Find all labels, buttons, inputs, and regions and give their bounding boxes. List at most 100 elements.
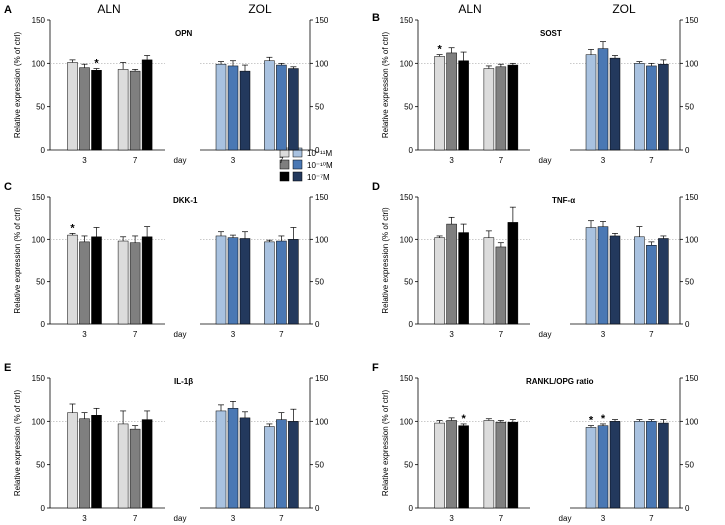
panel-c-aln-xtick-7: 7 bbox=[133, 330, 138, 339]
panel-f-ytick-label-left: 150 bbox=[400, 374, 414, 383]
panel-e-ytick-label-right: 100 bbox=[315, 417, 329, 426]
panel-d-ytick-label-left: 150 bbox=[400, 193, 414, 202]
panel-e-ytick-label-left: 150 bbox=[32, 374, 46, 383]
panel-b-aln-xtick-3: 3 bbox=[449, 156, 454, 165]
panel-b-aln-bar-d3-s3 bbox=[458, 60, 469, 151]
panel-f-zol-xtick-7: 7 bbox=[649, 514, 654, 523]
panel-e-aln-xtick-3: 3 bbox=[82, 514, 87, 523]
panel-d-zol-bar-d7-s3 bbox=[658, 238, 669, 325]
panel-d-aln-bar-d7-s2 bbox=[495, 246, 507, 325]
panel-e-ytick-label-left: 100 bbox=[32, 417, 46, 426]
panel-a-ytick-label-left: 50 bbox=[36, 103, 45, 112]
panel-a-ytick-label-right: 150 bbox=[315, 16, 329, 25]
panel-c-ytick-label-left: 100 bbox=[32, 235, 46, 244]
panel-f-aln-bar-d3-s1 bbox=[434, 422, 445, 509]
panel-c-aln-significance-star: * bbox=[70, 222, 75, 234]
panel-c-zol-bar-d3-s3 bbox=[239, 238, 251, 325]
panel-b-aln-bar-d3-s2 bbox=[446, 52, 457, 151]
panel-c-ytick-label-left: 50 bbox=[36, 278, 45, 287]
panel-b: 0 0 50 50 100 100 150 150 Relative expression (%… bbox=[381, 16, 699, 165]
panel-c-ytick-label-right: 0 bbox=[315, 320, 320, 329]
panel-c-zol-bar-d3-s2 bbox=[227, 237, 239, 325]
panel-e-ytick-label-right: 150 bbox=[315, 374, 329, 383]
panel-c-zol-bar-d7-s1 bbox=[264, 241, 275, 325]
panel-a-ytick-label-left: 150 bbox=[32, 16, 46, 25]
panel-a-zol-bar-d7-s3 bbox=[288, 68, 299, 151]
panel-a-zol-xtick-7: 7 bbox=[279, 156, 284, 165]
panel-d-zol-xtick-7: 7 bbox=[649, 330, 654, 339]
panel-f-aln-bar-d7-s2 bbox=[495, 421, 507, 509]
panel-c-ytick-label-left: 0 bbox=[41, 320, 46, 329]
panel-e-zol-bar-d3-s2 bbox=[227, 408, 239, 509]
panel-a-aln-bar-d7-s3 bbox=[141, 59, 153, 151]
panel-f-xunit-day: day bbox=[559, 514, 572, 523]
panel-e-aln-xtick-7: 7 bbox=[133, 514, 138, 523]
panel-f-zol-significance-star: * bbox=[601, 413, 606, 425]
panel-f-aln-significance-star: * bbox=[461, 413, 466, 425]
panel-c-aln-bar-d7-s3 bbox=[141, 236, 153, 325]
panel-d-aln-bar-d3-s3 bbox=[458, 232, 469, 325]
panel-b-xunit-day: day bbox=[539, 156, 552, 165]
panel-a-zol-bar-d3-s2 bbox=[227, 65, 239, 151]
panel-b-ylabel: Relative expression (% of ctrl) bbox=[381, 32, 390, 139]
panel-e-aln-bar-d3-s2 bbox=[79, 418, 90, 509]
panel-e-zol-bar-d7-s2 bbox=[276, 419, 287, 509]
panel-c-ytick-label-left: 150 bbox=[32, 193, 46, 202]
panel-c-ylabel: Relative expression (% of ctrl) bbox=[13, 207, 22, 314]
panel-f-zol-xtick-3: 3 bbox=[601, 514, 606, 523]
panel-b-zol-bar-d7-s2 bbox=[646, 65, 657, 151]
panel-letter-f: F bbox=[372, 362, 379, 374]
panel-c-zol-bar-d7-s3 bbox=[288, 239, 299, 325]
panel-b-ytick-label-right: 0 bbox=[685, 146, 690, 155]
panel-d-aln-bar-d7-s1 bbox=[483, 237, 495, 325]
panel-title-rankl-opg: RANKL/OPG ratio bbox=[526, 377, 594, 386]
panel-b-ytick-label-right: 100 bbox=[685, 59, 699, 68]
panel-c-aln-bar-d3-s1 bbox=[67, 234, 78, 325]
panel-c-zol-xtick-7: 7 bbox=[279, 330, 284, 339]
panel-e-aln-bar-d3-s3 bbox=[91, 415, 102, 509]
panel-a: 0 0 50 50 100 100 150 150 Relative expression (%… bbox=[13, 16, 329, 165]
panel-d-aln-bar-d3-s2 bbox=[446, 223, 457, 325]
panel-a-zol-bar-d3-s3 bbox=[239, 70, 251, 151]
panel-e-aln-bar-d7-s1 bbox=[117, 423, 129, 509]
legend-swatch-zol-3 bbox=[292, 171, 303, 182]
legend-label-3: 10⁻⁷M bbox=[307, 173, 330, 182]
plot-area: 0 0 50 50 100 100 150 150 Relative expression (%… bbox=[13, 16, 699, 523]
panel-e-zol-bar-d7-s3 bbox=[288, 421, 299, 509]
panel-e: 0 0 50 50 100 100 150 150 Relative expression (%… bbox=[13, 374, 329, 523]
panel-d-ytick-label-right: 50 bbox=[685, 278, 694, 287]
header-zol-right: ZOL bbox=[612, 2, 636, 16]
panel-d-zol-xtick-3: 3 bbox=[601, 330, 606, 339]
panel-c-aln-bar-d3-s3 bbox=[91, 236, 102, 325]
panel-e-zol-xtick-7: 7 bbox=[279, 514, 284, 523]
panel-f-aln-bar-d7-s3 bbox=[507, 421, 519, 509]
panel-d-ytick-label-right: 0 bbox=[685, 320, 690, 329]
panel-b-zol-xtick-3: 3 bbox=[601, 156, 606, 165]
panel-d-aln-bar-d3-s1 bbox=[434, 237, 445, 325]
panel-d: 0 0 50 50 100 100 150 150 Relative expression (%… bbox=[381, 193, 699, 339]
panel-b-zol-bar-d3-s3 bbox=[609, 57, 621, 151]
panel-f-zol-bar-d3-s3 bbox=[609, 421, 621, 509]
header-aln-right: ALN bbox=[458, 2, 481, 16]
panel-a-zol-bar-d7-s1 bbox=[264, 60, 275, 151]
panel-c-aln-bar-d7-s2 bbox=[129, 242, 141, 325]
panel-e-ytick-label-right: 0 bbox=[315, 504, 320, 513]
panel-c-zol-bar-d7-s2 bbox=[276, 240, 287, 325]
panel-a-aln-xtick-7: 7 bbox=[133, 156, 138, 165]
panel-title-il1b: IL-1β bbox=[174, 377, 193, 386]
panel-d-ytick-label-left: 50 bbox=[404, 278, 413, 287]
panel-f-ytick-label-left: 50 bbox=[404, 461, 413, 470]
panel-e-ylabel: Relative expression (% of ctrl) bbox=[13, 390, 22, 497]
panel-a-zol-xtick-3: 3 bbox=[231, 156, 236, 165]
panel-f-aln-xtick-7: 7 bbox=[499, 514, 504, 523]
panel-b-aln-bar-d7-s1 bbox=[483, 68, 495, 151]
panel-f-zol-bar-d3-s1 bbox=[585, 427, 597, 509]
panel-b-aln-bar-d7-s3 bbox=[507, 64, 519, 151]
panel-letter-d: D bbox=[372, 181, 380, 193]
header-aln-left: ALN bbox=[97, 2, 120, 16]
panel-title-dkk1: DKK-1 bbox=[173, 196, 198, 205]
panel-a-aln-bar-d3-s2 bbox=[79, 67, 90, 151]
panel-letter-a: A bbox=[4, 4, 12, 16]
panel-f-ytick-label-right: 50 bbox=[685, 461, 694, 470]
